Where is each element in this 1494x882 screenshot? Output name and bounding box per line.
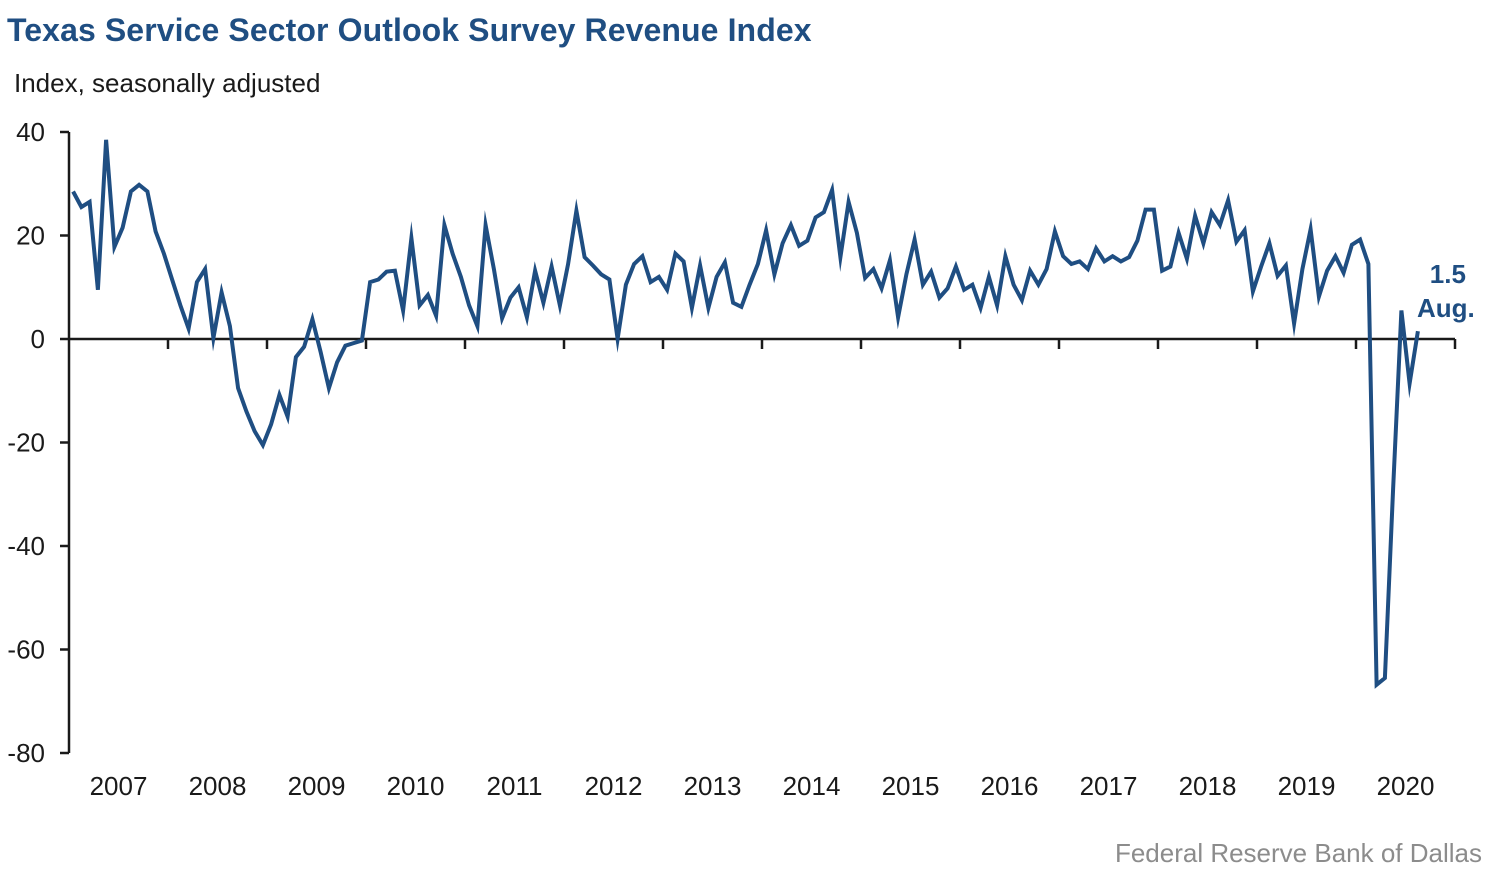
x-tick-label: 2018: [1179, 771, 1237, 801]
y-tick-label: -60: [7, 635, 45, 665]
annotations: 1.5 Aug.: [1417, 259, 1475, 323]
y-tick-label: -20: [7, 428, 45, 458]
x-tick-label: 2019: [1278, 771, 1336, 801]
y-tick-label: 0: [31, 324, 45, 354]
last-period-label: Aug.: [1417, 293, 1475, 323]
x-tick-label: 2007: [90, 771, 148, 801]
series-layer: [71, 139, 1420, 689]
x-tick-label: 2017: [1080, 771, 1138, 801]
x-tick-label: 2020: [1377, 771, 1435, 801]
x-tick-label: 2010: [387, 771, 445, 801]
chart-title: Texas Service Sector Outlook Survey Reve…: [7, 12, 812, 48]
x-tick-label: 2016: [981, 771, 1039, 801]
y-axis: 40 20 0 -20 -40 -60 -80: [7, 117, 71, 768]
x-tick-label: 2009: [288, 771, 346, 801]
y-tick-label: 20: [16, 221, 45, 251]
series-line: [71, 139, 1420, 689]
last-value-label: 1.5: [1430, 259, 1466, 289]
y-tick-label: -40: [7, 531, 45, 561]
source-credit: Federal Reserve Bank of Dallas: [1114, 838, 1482, 868]
x-tick-label: 2013: [684, 771, 742, 801]
y-tick-label: 40: [16, 117, 45, 147]
x-tick-label: 2011: [487, 771, 543, 801]
x-tick-label: 2015: [882, 771, 940, 801]
x-tick-label: 2008: [189, 771, 247, 801]
x-tick-label: 2012: [585, 771, 643, 801]
x-axis: 2007 2008 2009 2010 2011 2012 2013 2014 2015 2016…: [69, 337, 1457, 801]
y-tick-label: -80: [7, 738, 45, 768]
x-tick-label: 2014: [783, 771, 841, 801]
y-axis-label: Index, seasonally adjusted: [14, 68, 321, 98]
